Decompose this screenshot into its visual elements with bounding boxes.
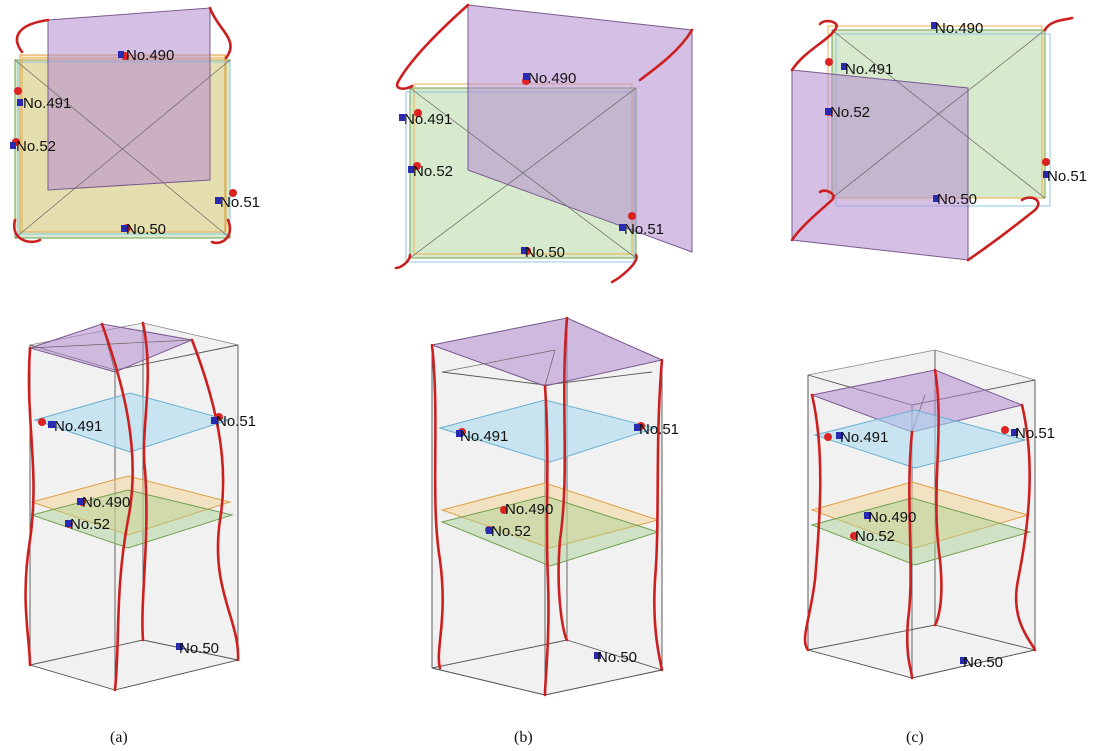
label-no51: No.51	[216, 413, 256, 430]
label-no490: No.490	[82, 494, 130, 511]
panel-a-3d-view: No.491 No.51 No.490 No.52 No.50	[24, 321, 256, 692]
label-no50: No.50	[525, 244, 565, 261]
caption-c: (c)	[906, 729, 924, 746]
label-no491: No.491	[23, 95, 71, 112]
label-no52: No.52	[413, 163, 453, 180]
label-no51: No.51	[1015, 425, 1055, 442]
panel-b-3d-view: No.491 No.51 No.490 No.52 No.50	[430, 316, 679, 697]
panel-c-top-view: No.491 No.490 No.52 No.51 No.50	[790, 16, 1087, 262]
label-no50: No.50	[179, 640, 219, 657]
label-no52: No.52	[16, 138, 56, 155]
label-no490: No.490	[528, 70, 576, 87]
label-no52: No.52	[855, 528, 895, 545]
label-no52: No.52	[491, 523, 531, 540]
label-no491: No.491	[54, 418, 102, 435]
label-no491: No.491	[460, 428, 508, 445]
label-no50: No.50	[963, 654, 1003, 671]
label-no51: No.51	[639, 421, 679, 438]
label-no51: No.51	[624, 221, 664, 238]
label-no490: No.490	[868, 509, 916, 526]
label-no490: No.490	[505, 501, 553, 518]
label-no51: No.51	[220, 194, 260, 211]
panel-a-top-view: No.490 No.491 No.52 No.51 No.50	[10, 6, 260, 245]
label-no491: No.491	[840, 429, 888, 446]
panel-c-3d-view: No.491 No.51 No.490 No.52 No.50	[803, 349, 1055, 680]
label-no490: No.490	[126, 47, 174, 64]
label-no50: No.50	[597, 649, 637, 666]
label-no50: No.50	[126, 221, 166, 238]
label-no491: No.491	[845, 61, 893, 78]
panel-b-top-view: No.490 No.491 No.52 No.51 No.50	[394, 3, 694, 284]
label-no50: No.50	[937, 191, 977, 208]
caption-b: (b)	[514, 729, 533, 746]
label-no51: No.51	[1047, 168, 1087, 185]
caption-a: (a)	[110, 729, 128, 746]
label-no52: No.52	[70, 516, 110, 533]
label-no490: No.490	[935, 20, 983, 37]
label-no491: No.491	[404, 111, 452, 128]
label-no52: No.52	[830, 104, 870, 121]
